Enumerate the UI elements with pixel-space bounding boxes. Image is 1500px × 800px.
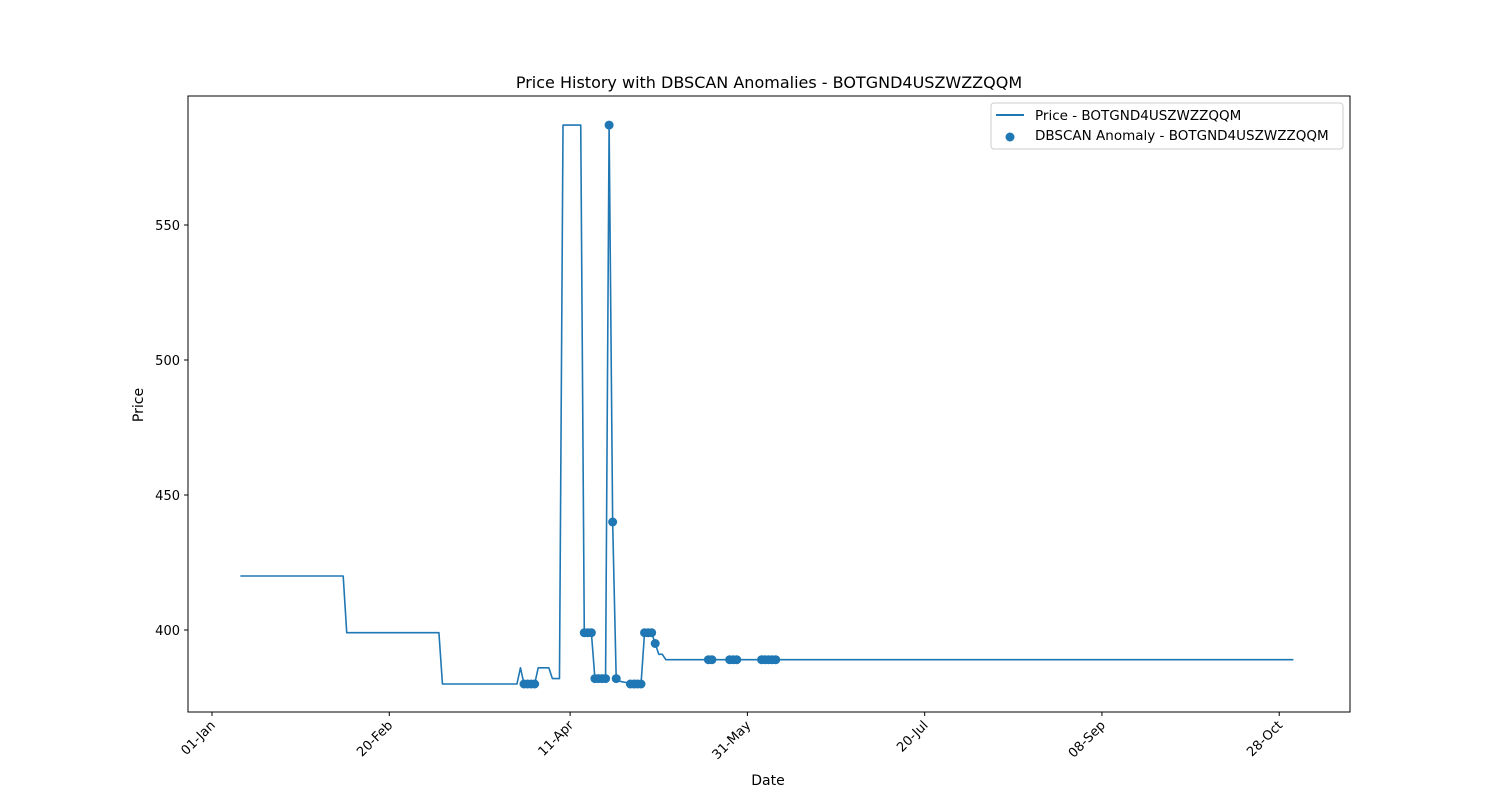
y-tick-label: 550	[155, 219, 180, 234]
legend-marker-swatch	[1005, 132, 1015, 142]
chart-title: Price History with DBSCAN Anomalies - BO…	[516, 73, 1022, 92]
y-tick-label: 500	[155, 354, 180, 369]
anomaly-point	[604, 120, 614, 130]
price-line	[240, 124, 1294, 685]
anomaly-point	[647, 628, 657, 638]
x-tick-label: 01-Jan	[179, 718, 219, 758]
anomaly-point	[771, 655, 781, 665]
y-axis-title: Price	[131, 388, 147, 422]
legend-label-price: Price - BOTGND4USZWZZQQM	[1035, 108, 1241, 124]
anomaly-point	[732, 655, 742, 665]
x-tick-label: 20-Jul	[894, 718, 931, 755]
x-axis: 01-Jan 20-Feb 11-Apr 31-May 20-Jul 08-Sep 28-O…	[179, 712, 1286, 763]
anomaly-point	[601, 674, 611, 684]
anomaly-point	[586, 628, 596, 638]
legend-box	[990, 102, 1344, 150]
legend-label-anomaly: DBSCAN Anomaly - BOTGND4USZWZZQQM	[1035, 128, 1329, 144]
legend: Price - BOTGND4USZWZZQQM DBSCAN Anomaly …	[990, 102, 1344, 150]
x-axis-title: Date	[751, 773, 784, 789]
anomaly-point	[707, 655, 717, 665]
x-tick-label: 20-Feb	[354, 718, 396, 760]
plot-frame	[187, 95, 1351, 713]
x-tick-label: 08-Sep	[1066, 718, 1109, 761]
plot-area	[240, 120, 1294, 689]
anomaly-point	[608, 517, 618, 527]
anomaly-point	[636, 679, 646, 689]
anomaly-point	[650, 639, 660, 648]
x-tick-label: 31-May	[710, 718, 755, 763]
x-tick-label: 11-Apr	[536, 718, 578, 760]
y-tick-label: 400	[155, 624, 180, 639]
x-tick-label: 28-Oct	[1244, 718, 1286, 760]
anomaly-point	[611, 674, 621, 684]
y-axis: 400 450 500 550	[155, 219, 188, 639]
y-tick-label: 450	[155, 489, 180, 504]
anomaly-point	[530, 679, 540, 689]
